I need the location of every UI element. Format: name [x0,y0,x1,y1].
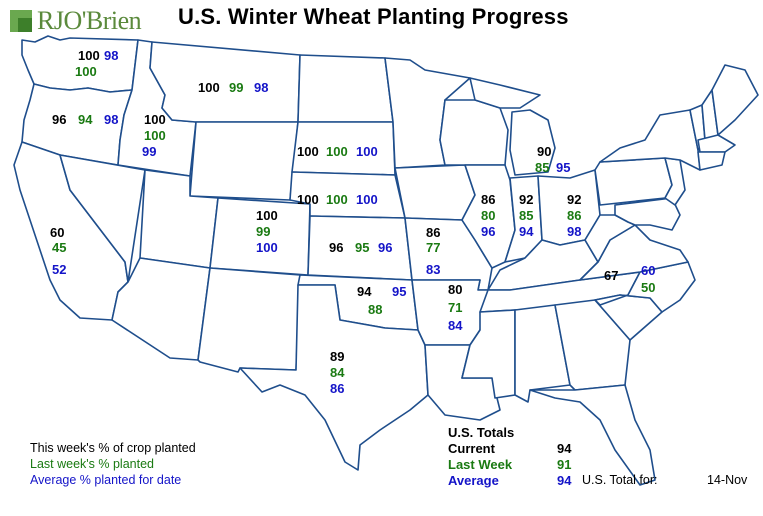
state-tx [239,284,429,471]
ca-current: 60 [50,225,65,240]
state-ia [394,164,476,221]
state-nd [297,54,394,123]
mt-average: 98 [254,80,269,95]
sd-last-week: 100 [326,144,348,159]
sd-average: 100 [356,144,378,159]
state-mi [469,77,556,176]
state-ma [697,134,736,153]
map-title: U.S. Winter Wheat Planting Progress [178,4,569,29]
il-average: 96 [481,224,496,239]
totals-header: U.S. Totals [448,425,515,440]
il-current: 86 [481,192,496,207]
totals-average-label: Average [448,473,499,488]
or-average: 98 [104,112,119,127]
state-nv [59,154,146,283]
state-nm [197,267,301,373]
tx-current: 89 [330,349,345,364]
id-average: 99 [142,144,157,159]
state-mt [149,41,301,123]
totals-last-week-value: 91 [557,457,572,472]
ok-current: 94 [357,284,372,299]
oh-current: 92 [567,192,582,207]
ok-last-week: 88 [368,302,383,317]
sd-current: 100 [297,144,319,159]
totals-average-value: 94 [557,473,572,488]
logo-mark-inner [18,18,32,32]
ca-average: 52 [52,262,67,277]
state-fl [529,384,656,486]
legend-last-week: Last week's % planted [30,457,154,471]
il-last-week: 80 [481,208,496,223]
oh-average: 98 [567,224,582,239]
wa-current: 100 [78,48,100,63]
state-il [461,164,516,269]
logo-text: RJO'Brien [37,6,142,35]
totals-current-label: Current [448,441,495,456]
total-for-label: U.S. Total for: [582,473,658,487]
total-for-date: 14-Nov [707,473,748,487]
mi-current: 90 [537,144,552,159]
state-pa [594,157,673,206]
ne-average: 100 [356,192,378,207]
tx-average: 86 [330,381,345,396]
mo-current: 86 [426,225,441,240]
ar-average: 84 [448,318,463,333]
totals-current-value: 94 [557,441,572,456]
wa-last-week: 100 [75,64,97,79]
ks-current: 96 [329,240,344,255]
ks-last-week: 95 [355,240,370,255]
mt-current: 100 [198,80,220,95]
or-last-week: 94 [78,112,93,127]
in-current: 92 [519,192,534,207]
nc-current: 67 [604,268,619,283]
ks-average: 96 [378,240,393,255]
state-wi [439,99,509,166]
ar-current: 80 [448,282,463,297]
mt-last-week: 99 [229,80,244,95]
wa-average: 98 [104,48,119,63]
ar-last-week: 71 [448,300,463,315]
oh-last-week: 86 [567,208,582,223]
ca-last-week: 45 [52,240,67,255]
id-last-week: 100 [144,128,166,143]
state-me [711,64,759,136]
co-last-week: 99 [256,224,271,239]
id-current: 100 [144,112,166,127]
totals-last-week-label: Last Week [448,457,513,472]
co-average: 100 [256,240,278,255]
ok-average: 95 [392,284,407,299]
nc-last-week: 50 [641,280,656,295]
state-nc [594,261,696,313]
tx-last-week: 84 [330,365,345,380]
or-current: 96 [52,112,67,127]
nc-average: 60 [641,263,656,278]
state-wy [189,121,299,201]
co-current: 100 [256,208,278,223]
in-last-week: 85 [519,208,534,223]
mo-average: 83 [426,262,441,277]
state-ct-ri [697,151,726,171]
mi-average: 95 [556,160,571,175]
ne-current: 100 [297,192,319,207]
legend-current: This week's % of crop planted [30,441,196,455]
in-average: 94 [519,224,534,239]
legend-average: Average % planted for date [30,473,182,487]
mi-last-week: 85 [535,160,550,175]
ne-last-week: 100 [326,192,348,207]
mo-last-week: 77 [426,240,441,255]
